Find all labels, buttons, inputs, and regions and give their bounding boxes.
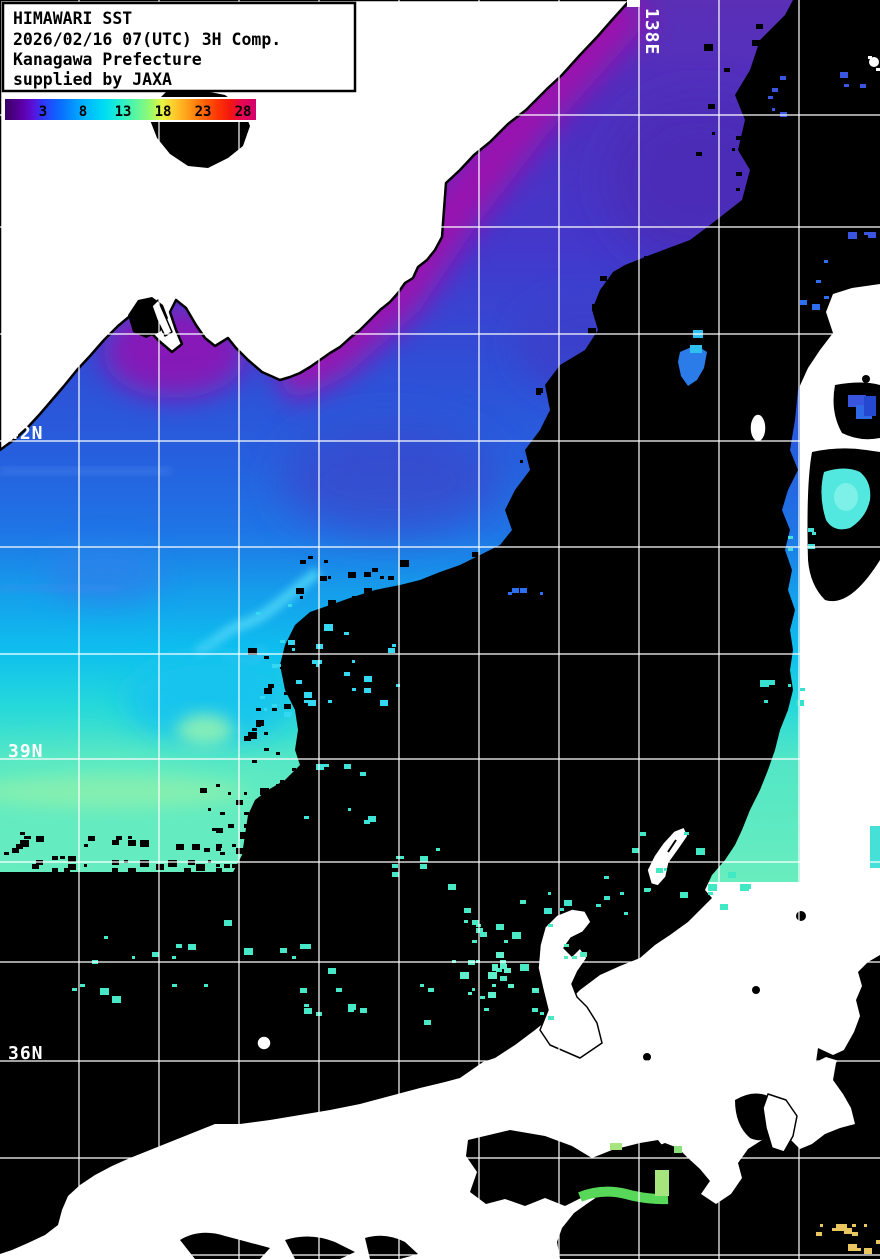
boso-peninsula <box>762 1093 798 1153</box>
okushiri-island <box>749 413 767 443</box>
colorbar-tick-8: 8 <box>79 104 87 120</box>
sendai-bay-patch <box>870 826 880 868</box>
colorbar-tick-3: 3 <box>39 104 47 120</box>
title-product: HIMAWARI SST <box>13 9 132 28</box>
lat-label-36n: 36N <box>8 1043 44 1064</box>
islands-and-peninsulas <box>151 0 879 1153</box>
lat-label-42n: 42N <box>8 423 44 444</box>
noto-peninsula <box>537 908 603 1059</box>
temperature-colorbar: 3 8 13 18 23 28 <box>3 97 258 122</box>
colorbar-tick-labels: 3 8 13 18 23 28 <box>39 104 252 120</box>
vladivostok-peninsula <box>151 299 173 337</box>
colorbar-tick-23: 23 <box>195 104 212 120</box>
cloud-edge-dither-speckles <box>4 24 880 1254</box>
colorbar-tick-13: 13 <box>115 104 132 120</box>
colorbar-tick-18: 18 <box>155 104 172 120</box>
sst-data-patches <box>578 330 880 1205</box>
title-attribution: supplied by JAXA <box>13 70 172 89</box>
cyan-eddy-filament <box>193 567 322 658</box>
title-region: Kanagawa Prefecture <box>13 50 202 69</box>
lon-label-138e: 138E <box>641 8 662 55</box>
isolated-cold-eddy-patch <box>678 345 707 386</box>
title-datetime: 2026/02/16 07(UTC) 3H Comp. <box>13 30 281 49</box>
colorbar-tick-28: 28 <box>235 104 252 120</box>
oki-islands <box>256 1035 272 1051</box>
lat-label-39n: 39N <box>8 741 44 762</box>
header-info-box: HIMAWARI SST 2026/02/16 07(UTC) 3H Comp.… <box>1 1 357 93</box>
graticule-labels: 42N 39N 36N 138E <box>8 8 662 1064</box>
suruga-bay-green-strip <box>578 1186 669 1205</box>
